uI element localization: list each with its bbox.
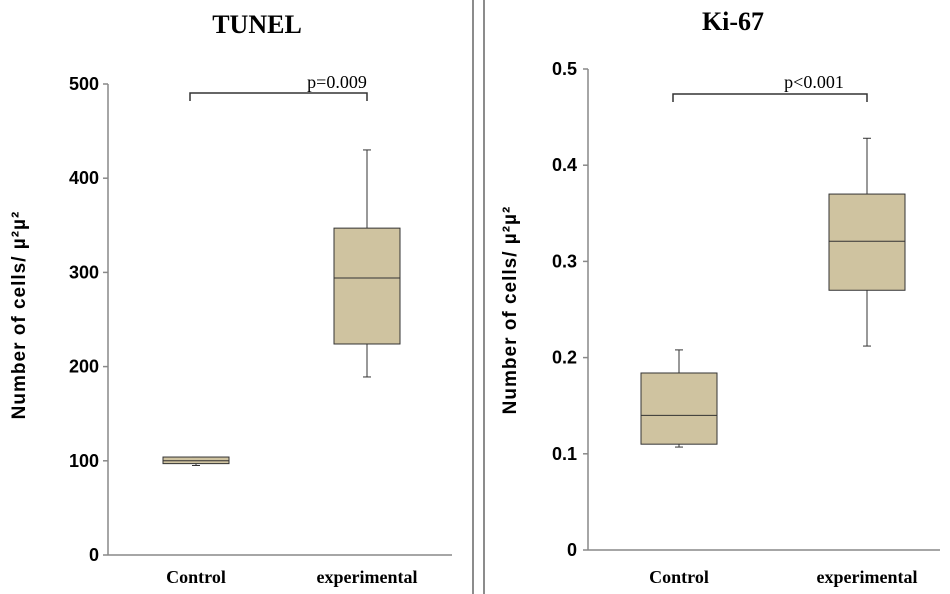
y-tick-label: 0.2 [552, 348, 577, 368]
y-tick-label: 300 [69, 262, 99, 282]
y-tick-label: 0.3 [552, 251, 577, 271]
box-plot-area: 0 100 200 300 400 500 [69, 74, 452, 565]
box-iqr-experimental [828, 193, 906, 291]
y-tick-label: 100 [69, 451, 99, 471]
y-axis-label: Number of cells/ µ²µ² [9, 211, 30, 420]
chart-title: Ki-67 [702, 7, 764, 36]
y-tick-label: 0.5 [552, 59, 577, 79]
y-tick-label: 0 [567, 540, 577, 560]
box-iqr-control [640, 372, 718, 445]
y-tick-label: 200 [69, 357, 99, 377]
ki67-panel: Ki-67 Number of cells/ µ²µ² Control expe… [500, 7, 940, 587]
y-tick-label: 0 [89, 545, 99, 565]
y-tick-label: 400 [69, 168, 99, 188]
x-category-label: Control [166, 567, 226, 587]
p-value-annotation: p<0.001 [784, 72, 844, 92]
x-category-label: experimental [817, 567, 918, 587]
box-plot-area: 0 0.1 0.2 0.3 0.4 0.5 [552, 59, 940, 560]
y-tick-label: 500 [69, 74, 99, 94]
chart-title: TUNEL [212, 10, 302, 39]
y-tick-label: 0.4 [552, 155, 577, 175]
tunel-panel: TUNEL Number of cells/ µ²µ² Control expe… [9, 10, 452, 587]
y-axis-label: Number of cells/ µ²µ² [500, 206, 521, 415]
p-value-annotation: p=0.009 [307, 72, 367, 92]
significance-bracket [672, 93, 868, 102]
x-category-label: Control [649, 567, 709, 587]
y-tick-label: 0.1 [552, 444, 577, 464]
significance-bracket [189, 92, 368, 101]
x-category-label: experimental [317, 567, 418, 587]
box-iqr-experimental [333, 227, 401, 345]
